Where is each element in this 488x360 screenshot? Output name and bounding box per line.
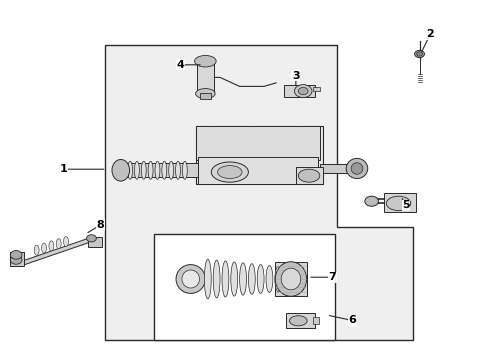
- Ellipse shape: [274, 266, 281, 292]
- Ellipse shape: [294, 85, 311, 98]
- Ellipse shape: [213, 260, 220, 298]
- Ellipse shape: [168, 161, 173, 179]
- Ellipse shape: [416, 52, 422, 56]
- Ellipse shape: [265, 266, 272, 292]
- Ellipse shape: [346, 158, 367, 179]
- Bar: [320, 164, 354, 173]
- Bar: [195, 126, 320, 160]
- Bar: [312, 317, 318, 324]
- Bar: [275, 262, 306, 296]
- Ellipse shape: [141, 161, 146, 179]
- Ellipse shape: [414, 50, 424, 58]
- Bar: [312, 87, 320, 91]
- Ellipse shape: [49, 241, 54, 251]
- Text: 1: 1: [60, 164, 67, 174]
- Ellipse shape: [41, 243, 46, 253]
- Ellipse shape: [10, 251, 22, 259]
- Ellipse shape: [230, 262, 237, 296]
- Text: 4: 4: [177, 60, 184, 70]
- Bar: [198, 157, 317, 184]
- Ellipse shape: [56, 239, 61, 249]
- Ellipse shape: [195, 89, 215, 99]
- Ellipse shape: [86, 235, 96, 242]
- Bar: [285, 313, 315, 328]
- Bar: [154, 234, 334, 340]
- Bar: [196, 61, 214, 94]
- Bar: [199, 93, 211, 99]
- Ellipse shape: [182, 161, 187, 179]
- Ellipse shape: [10, 256, 22, 264]
- Ellipse shape: [175, 161, 180, 179]
- Bar: [10, 252, 24, 266]
- Bar: [383, 193, 415, 212]
- Ellipse shape: [127, 161, 132, 179]
- Text: 2: 2: [426, 29, 433, 39]
- Ellipse shape: [148, 161, 153, 179]
- Ellipse shape: [298, 87, 307, 95]
- Bar: [88, 237, 102, 247]
- Ellipse shape: [364, 196, 378, 206]
- Ellipse shape: [386, 196, 410, 211]
- Ellipse shape: [112, 159, 129, 181]
- Ellipse shape: [289, 316, 306, 326]
- Ellipse shape: [211, 162, 248, 182]
- Ellipse shape: [222, 261, 228, 297]
- Text: 3: 3: [291, 71, 299, 81]
- Text: 5: 5: [401, 200, 409, 210]
- Ellipse shape: [281, 268, 300, 290]
- Ellipse shape: [63, 237, 68, 247]
- Ellipse shape: [34, 245, 39, 255]
- Ellipse shape: [204, 259, 211, 299]
- Polygon shape: [105, 45, 412, 340]
- Polygon shape: [17, 238, 93, 266]
- Ellipse shape: [350, 163, 362, 174]
- Ellipse shape: [194, 55, 216, 67]
- Text: 8: 8: [96, 220, 104, 230]
- Bar: [295, 167, 322, 184]
- Ellipse shape: [239, 263, 246, 295]
- Ellipse shape: [176, 265, 205, 293]
- Bar: [283, 85, 315, 97]
- Text: 7: 7: [328, 272, 336, 282]
- Ellipse shape: [275, 262, 306, 296]
- Ellipse shape: [217, 166, 242, 179]
- Ellipse shape: [298, 169, 319, 182]
- Bar: [120, 163, 198, 177]
- Ellipse shape: [248, 264, 255, 294]
- Ellipse shape: [162, 161, 166, 179]
- Ellipse shape: [155, 161, 160, 179]
- Text: 6: 6: [347, 315, 355, 325]
- Ellipse shape: [134, 161, 139, 179]
- Bar: [195, 126, 322, 184]
- Ellipse shape: [182, 270, 199, 288]
- Ellipse shape: [257, 265, 264, 293]
- Ellipse shape: [121, 161, 125, 179]
